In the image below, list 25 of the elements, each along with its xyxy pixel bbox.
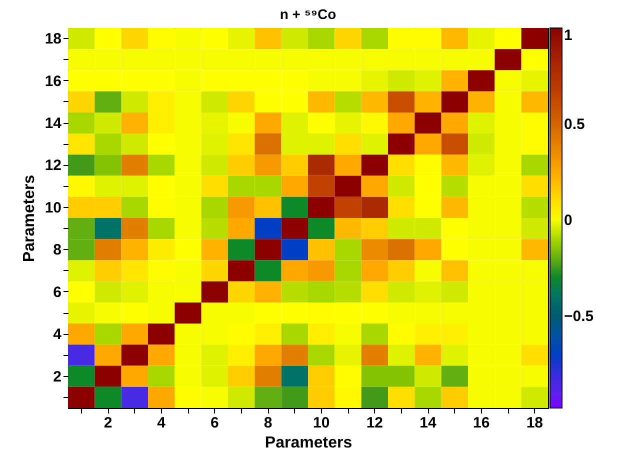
x-tick-label: 18 xyxy=(526,414,544,432)
x-tick-label: 16 xyxy=(472,414,490,432)
y-tick-label: 18 xyxy=(44,30,62,48)
y-tick-label: 6 xyxy=(53,284,62,301)
y-tick-label: 4 xyxy=(53,326,62,344)
x-tick-label: 2 xyxy=(104,414,112,432)
x-tick-label: 4 xyxy=(157,414,166,432)
chart-title: n + ⁵⁹Co xyxy=(280,6,336,22)
x-tick-label: 8 xyxy=(264,414,272,432)
y-axis-title: Parameters xyxy=(20,174,38,262)
x-tick-label: 12 xyxy=(366,414,384,432)
x-tick-label: 6 xyxy=(210,414,219,432)
y-tick-label: 8 xyxy=(53,242,62,259)
y-tick-label: 2 xyxy=(53,368,62,386)
x-tick-label: 14 xyxy=(420,414,437,432)
x-axis-title: Parameters xyxy=(264,434,352,452)
color-bar-label: 1 xyxy=(564,27,572,44)
y-tick-label: 16 xyxy=(44,72,62,90)
y-tick-label: 10 xyxy=(44,199,62,216)
y-tick-label: 12 xyxy=(44,157,62,174)
color-bar-label: 0 xyxy=(564,212,572,229)
y-tick-label: 14 xyxy=(44,115,62,132)
color-bar-label: 0.5 xyxy=(564,116,585,133)
x-tick-label: 10 xyxy=(312,414,330,432)
color-bar-label: −0.5 xyxy=(564,308,594,325)
